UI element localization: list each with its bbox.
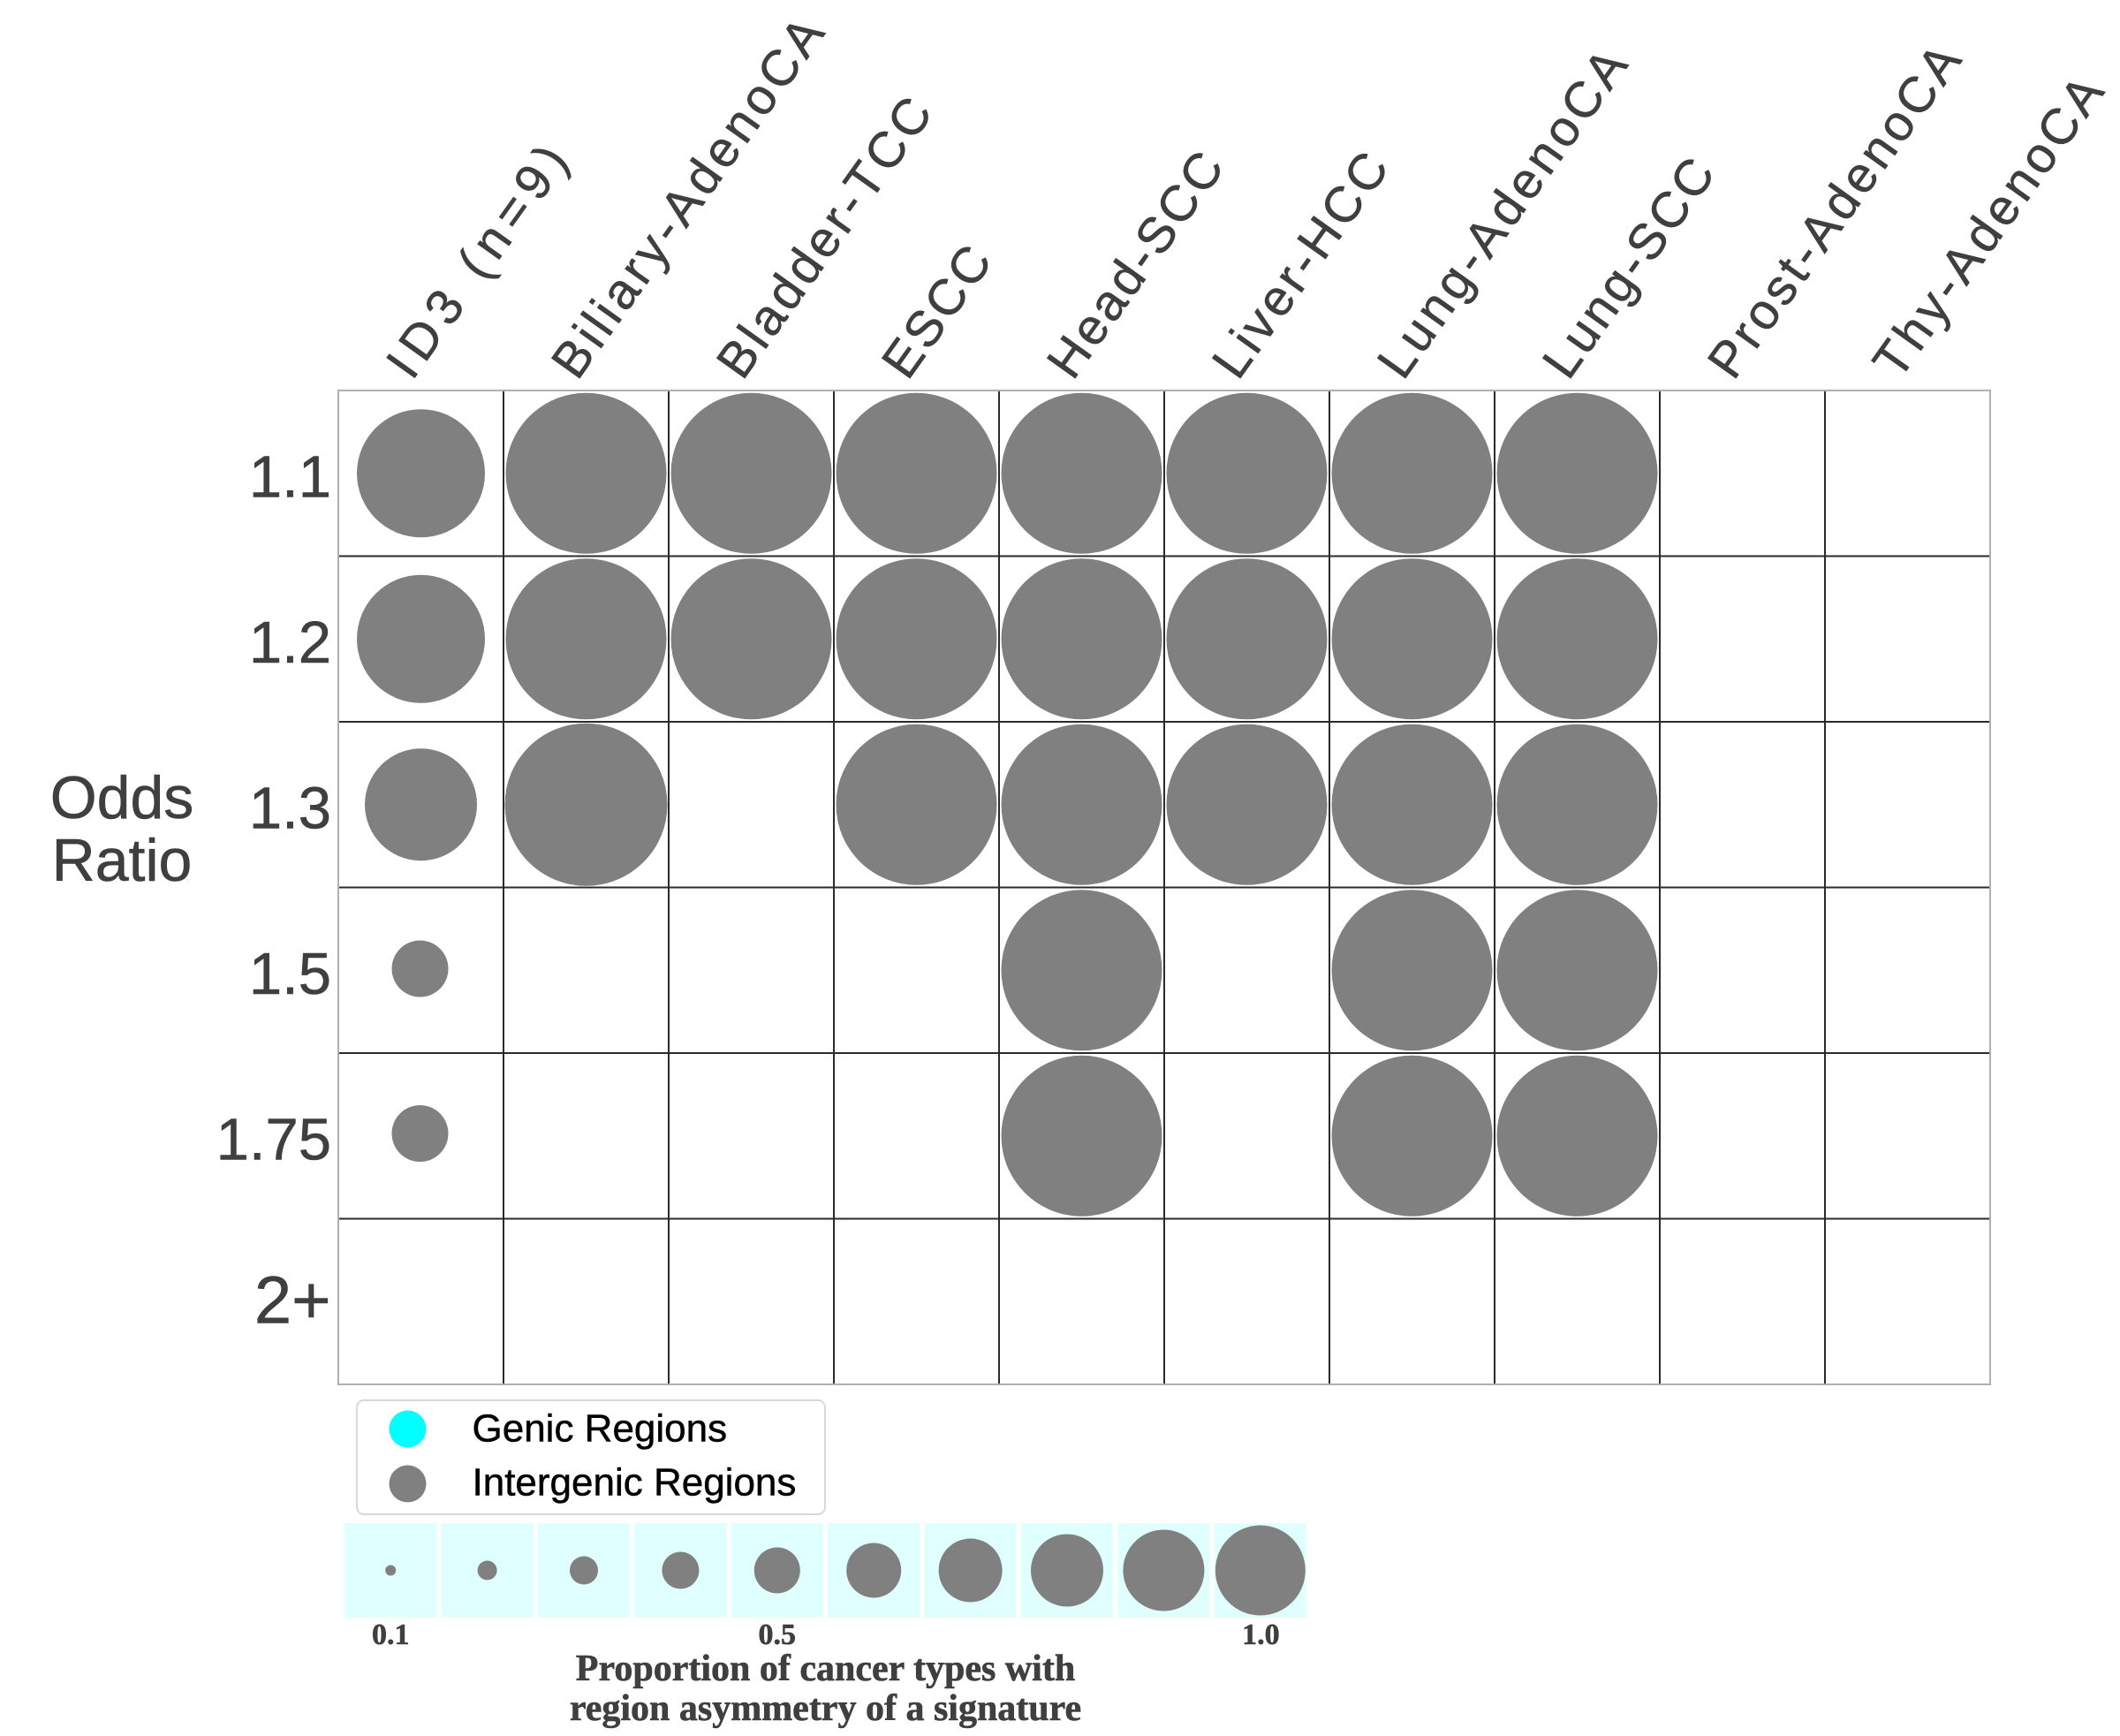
svg-text:1.5: 1.5 — [249, 941, 331, 1007]
svg-text:Intergenic Regions: Intergenic Regions — [473, 1461, 797, 1505]
svg-text:region asymmetry of a signatur: region asymmetry of a signature — [570, 1688, 1081, 1729]
svg-text:0.5: 0.5 — [759, 1618, 797, 1651]
svg-text:1.0: 1.0 — [1242, 1618, 1280, 1651]
svg-text:1.1: 1.1 — [249, 443, 331, 510]
svg-text:2+: 2+ — [254, 1263, 331, 1338]
svg-text:Proportion of cancer types wit: Proportion of cancer types with — [576, 1649, 1075, 1689]
svg-text:1.75: 1.75 — [216, 1106, 331, 1172]
svg-text:0.1: 0.1 — [372, 1618, 410, 1651]
svg-text:1.2: 1.2 — [249, 610, 331, 676]
svg-text:1.3: 1.3 — [249, 775, 331, 841]
svg-text:Ratio: Ratio — [52, 827, 193, 894]
svg-text:Genic Regions: Genic Regions — [473, 1407, 728, 1451]
svg-text:Odds: Odds — [50, 764, 194, 831]
